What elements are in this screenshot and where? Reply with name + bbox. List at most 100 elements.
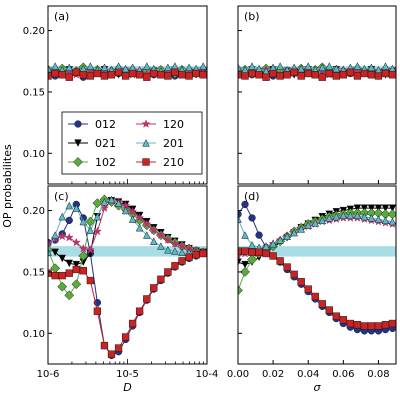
panel-b-point-201 (304, 62, 313, 70)
panel-d-point-201 (297, 225, 306, 233)
panel-b-point-210 (318, 73, 326, 81)
panel-a-point-201 (86, 62, 95, 70)
panel-c-point-210 (65, 269, 73, 277)
panel-c-point-102 (64, 290, 75, 301)
legend-marker-012 (74, 120, 82, 128)
panel-d-xtick-label: 0.06 (332, 369, 354, 380)
panel-d-point-201 (325, 213, 334, 222)
panel-a-ytick-label: 0.15 (23, 87, 45, 98)
panel-c-point-021 (51, 248, 59, 257)
panel-d-point-210 (339, 316, 347, 324)
panel-b-frame (237, 5, 397, 185)
panel-d-point-210 (255, 248, 263, 256)
panel-c-xlabel: D (123, 381, 131, 394)
panel-c-point-210 (48, 269, 52, 277)
panel-a-point-210 (135, 71, 144, 79)
panel-d-xtick-label: 0.08 (367, 369, 389, 380)
panel-b-point-210 (353, 72, 362, 80)
legend-marker-210 (142, 158, 150, 166)
panel-c-point-201 (171, 247, 179, 255)
panel-b-point-210 (304, 69, 312, 78)
panel-c-point-021 (72, 260, 81, 269)
legend-label-201: 201 (163, 137, 184, 150)
panel-d-point-210 (248, 248, 256, 256)
panel-a-point-201 (48, 64, 52, 73)
panel-c-point-120 (135, 213, 145, 222)
panel-a-point-201 (164, 63, 172, 72)
panel-d-label: (d) (244, 190, 260, 203)
panel-c-point-102 (57, 281, 68, 292)
panel-d-point-201 (269, 239, 277, 248)
panel-a-point-210 (178, 71, 186, 79)
panel-d-point-201 (262, 242, 270, 250)
panel-c-point-210 (51, 271, 59, 280)
panel-d-point-012 (248, 214, 256, 222)
panel-c-point-201 (65, 201, 74, 210)
panel-d-frame (237, 185, 397, 365)
panel-c-point-021 (58, 254, 67, 263)
panel-a-point-210 (171, 68, 179, 76)
panel-a-point-201 (185, 63, 193, 72)
panel-c-point-120 (92, 226, 102, 236)
panel-d-point-021 (381, 204, 390, 213)
panel-a-point-210 (150, 69, 158, 78)
panel-c-point-120 (156, 230, 166, 239)
panel-d-reference-band (238, 246, 396, 257)
panel-d-point-201 (360, 212, 369, 221)
legend-marker-120 (141, 119, 151, 128)
panel-b-label: (b) (244, 10, 260, 23)
panel-c-point-120 (99, 203, 110, 212)
panel-b-point-201 (248, 62, 256, 70)
panel-d-point-201 (238, 215, 242, 223)
panel-c-point-102 (71, 279, 82, 290)
panel-a-point-210 (48, 72, 52, 80)
panel-b-point-201 (353, 62, 362, 70)
panel-b-point-201 (297, 64, 306, 73)
panel-c-point-021 (65, 259, 74, 268)
panel-a-point-210 (164, 72, 172, 80)
panel-d-point-201 (318, 216, 327, 225)
panel-c-xtick-label: 10-6 (37, 369, 60, 380)
panel-a-ytick-label: 0.10 (23, 149, 45, 160)
panel-c-point-210 (58, 271, 66, 280)
legend-label-120: 120 (163, 118, 184, 131)
panel-c-point-210 (100, 341, 109, 350)
panel-c-point-210 (86, 276, 95, 285)
panel-c-point-201 (48, 248, 52, 256)
panel-d-point-210 (269, 252, 277, 260)
panel-b-point-210 (311, 71, 319, 79)
panel-c-point-201 (72, 204, 81, 212)
panel-c-point-012 (65, 216, 73, 225)
panel-c-point-120 (142, 219, 152, 228)
panel-b-point-201 (381, 62, 390, 70)
legend-marker-102 (73, 157, 83, 167)
panel-b-point-210 (241, 72, 249, 80)
panel-c-point-210 (135, 307, 144, 315)
panel-c-point-201 (107, 195, 116, 204)
panel-a-point-210 (86, 72, 95, 80)
panel-a-point-210 (114, 68, 123, 76)
panel-d-point-201 (332, 212, 341, 221)
panel-c-point-201 (86, 226, 95, 234)
legend-marker-021 (74, 139, 82, 147)
legend-label-102: 102 (95, 156, 116, 169)
panel-c-point-120 (170, 238, 180, 248)
panel-c-point-210 (107, 350, 116, 358)
panel-d-point-210 (360, 322, 369, 330)
panel-c-point-201 (100, 197, 109, 206)
panel-a-point-210 (143, 73, 151, 81)
panel-c-point-201 (149, 237, 158, 245)
panel-b-point-210 (339, 71, 347, 79)
panel-d-point-210 (381, 321, 390, 329)
legend-marker-201 (142, 139, 150, 147)
panel-a-point-201 (100, 63, 109, 72)
panel-d-point-210 (374, 322, 383, 330)
panel-b-point-201 (238, 63, 242, 72)
panel-c-point-201 (164, 245, 172, 254)
panel-d-point-012 (255, 231, 263, 239)
panel-c-point-210 (199, 249, 207, 258)
panel-b-point-210 (248, 69, 256, 78)
panel-d-data (238, 200, 396, 335)
panel-d-point-102 (240, 266, 250, 277)
panel-d-xtick-label: 0.04 (297, 369, 319, 380)
